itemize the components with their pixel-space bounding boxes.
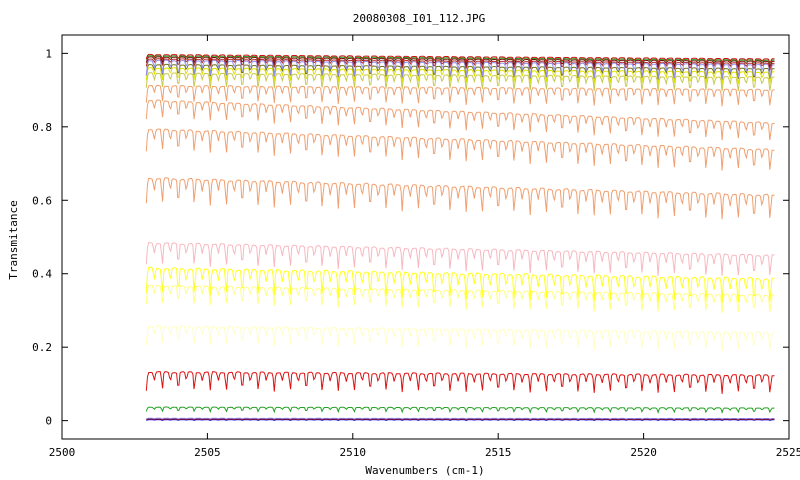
y-tick-label: 0.2 — [32, 341, 52, 354]
spectrum-line — [145, 53, 775, 65]
spectrum-line — [145, 55, 775, 65]
spectrum-line — [145, 284, 775, 313]
spectrum-line — [145, 63, 775, 80]
spectrum-line — [145, 67, 775, 85]
y-tick-label: 1 — [45, 47, 52, 60]
x-tick-label: 2515 — [485, 446, 512, 459]
spectrum-line — [146, 418, 775, 421]
chart-title: 20080308_I01_112.JPG — [353, 12, 485, 25]
spectrum-line — [145, 72, 775, 92]
x-axis-ticks: 2500 2505 2510 2515 2520 2525 — [49, 35, 800, 459]
x-tick-label: 2520 — [630, 446, 657, 459]
x-axis-label: Wavenumbers (cm-1) — [365, 464, 484, 477]
spectrum-line — [145, 58, 775, 72]
y-tick-label: 0 — [45, 415, 52, 428]
y-tick-label: 0.6 — [32, 194, 52, 207]
y-tick-label: 0.8 — [32, 121, 52, 134]
y-axis-label: Transmitance — [7, 200, 20, 279]
spectrum-line — [145, 84, 775, 107]
y-tick-label: 0.4 — [32, 268, 52, 281]
x-tick-label: 2525 — [776, 446, 800, 459]
x-tick-label: 2500 — [49, 446, 76, 459]
spectrum-line — [145, 128, 775, 171]
spectrum-line — [145, 371, 775, 394]
spectrum-line — [145, 59, 775, 80]
series-layer — [145, 53, 775, 422]
y-axis-ticks: 0 0.2 0.4 0.6 0.8 1 — [32, 47, 789, 428]
spectrum-line — [146, 419, 775, 422]
plot-frame — [61, 34, 790, 440]
x-tick-label: 2505 — [194, 446, 221, 459]
spectrum-line — [145, 406, 775, 414]
spectrum-line — [145, 99, 775, 141]
spectrum-line — [145, 56, 775, 69]
x-tick-label: 2510 — [340, 446, 367, 459]
spectrum-line — [145, 241, 775, 276]
spectrum-line — [145, 325, 775, 352]
spectrum-line — [145, 177, 775, 220]
spectrum-line — [145, 266, 775, 304]
spectrum-line — [146, 417, 775, 420]
